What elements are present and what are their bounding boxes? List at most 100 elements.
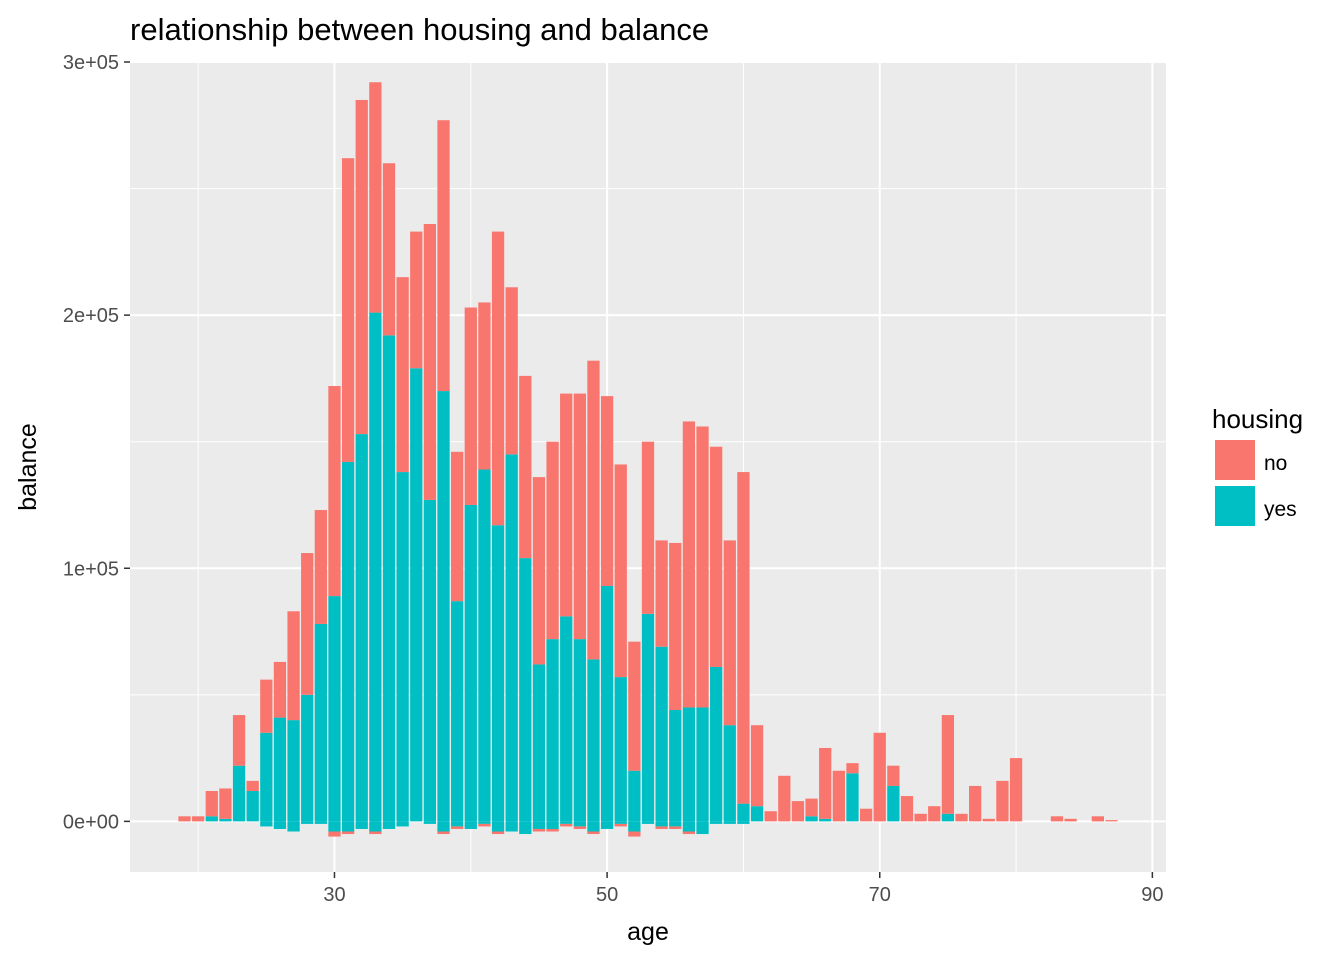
bar-yes-age-50 bbox=[600, 585, 614, 822]
bar-yes-negative-age-43 bbox=[505, 821, 518, 832]
bar-no-age-52 bbox=[628, 641, 641, 771]
bar-yes-age-35 bbox=[396, 472, 409, 822]
x-axis-title: age bbox=[627, 918, 669, 946]
y-axis-ticks: 0e+00 1e+05 2e+05 3e+05 bbox=[63, 52, 130, 833]
legend: housing no yes bbox=[1212, 404, 1303, 527]
bar-no-negative-age-55 bbox=[669, 826, 682, 829]
y-tick-label: 3e+05 bbox=[63, 52, 119, 74]
legend-swatch-yes bbox=[1215, 486, 1255, 526]
bar-no-age-51 bbox=[614, 464, 627, 678]
bar-yes-negative-age-51 bbox=[614, 821, 627, 824]
bar-yes-age-38 bbox=[437, 391, 450, 822]
bar-yes-negative-age-52 bbox=[628, 821, 641, 832]
bar-no-age-84 bbox=[1064, 818, 1077, 822]
bar-yes-negative-age-54 bbox=[655, 821, 668, 827]
bar-no-age-48 bbox=[573, 393, 586, 640]
bar-no-age-50 bbox=[600, 396, 614, 586]
x-tick-label: 50 bbox=[596, 884, 618, 906]
bar-yes-age-28 bbox=[301, 694, 314, 822]
bar-no-age-87 bbox=[1105, 820, 1118, 822]
bar-yes-age-61 bbox=[750, 806, 764, 822]
bar-yes-negative-age-38 bbox=[437, 821, 450, 832]
bar-no-age-79 bbox=[996, 780, 1009, 822]
bar-no-age-27 bbox=[287, 611, 300, 721]
bar-no-age-70 bbox=[873, 732, 886, 822]
bar-no-age-31 bbox=[341, 158, 355, 462]
x-tick-label: 30 bbox=[323, 884, 345, 906]
bar-no-negative-age-38 bbox=[437, 831, 450, 835]
bar-yes-age-27 bbox=[287, 720, 300, 822]
bar-yes-age-22 bbox=[219, 818, 232, 822]
bar-yes-negative-age-29 bbox=[314, 821, 327, 824]
bar-no-age-45 bbox=[532, 477, 546, 665]
bar-yes-negative-age-50 bbox=[600, 821, 614, 829]
bar-yes-negative-age-49 bbox=[587, 821, 600, 832]
bar-no-negative-age-41 bbox=[478, 823, 491, 827]
bar-no-negative-age-42 bbox=[491, 831, 505, 835]
bar-yes-age-59 bbox=[723, 725, 736, 822]
bar-yes-negative-age-26 bbox=[273, 821, 287, 829]
bar-yes-negative-age-31 bbox=[341, 821, 355, 832]
bar-no-age-39 bbox=[451, 451, 464, 602]
bar-no-age-33 bbox=[369, 82, 382, 313]
bar-no-age-65 bbox=[805, 798, 818, 817]
bar-yes-age-29 bbox=[314, 623, 327, 822]
bar-yes-age-42 bbox=[491, 525, 505, 822]
bar-yes-age-44 bbox=[519, 558, 532, 822]
bar-yes-age-34 bbox=[382, 335, 396, 822]
bar-no-negative-age-46 bbox=[546, 828, 559, 832]
bar-no-age-67 bbox=[832, 770, 845, 822]
bar-no-age-43 bbox=[505, 287, 518, 455]
bar-no-age-68 bbox=[846, 763, 859, 774]
bar-no-age-71 bbox=[887, 765, 900, 786]
bar-no-age-64 bbox=[791, 801, 805, 822]
bar-yes-negative-age-42 bbox=[491, 821, 505, 832]
bar-yes-age-60 bbox=[737, 803, 750, 822]
bar-yes-age-49 bbox=[587, 659, 600, 822]
bar-yes-age-39 bbox=[451, 601, 464, 822]
bar-no-age-34 bbox=[382, 163, 396, 336]
bar-no-age-76 bbox=[955, 813, 968, 822]
bar-no-age-24 bbox=[246, 780, 259, 791]
bar-no-age-41 bbox=[478, 302, 491, 470]
legend-label-no: no bbox=[1264, 452, 1287, 475]
bar-yes-age-36 bbox=[410, 368, 423, 822]
bar-no-age-49 bbox=[587, 360, 600, 660]
bar-no-age-37 bbox=[423, 224, 437, 500]
bar-no-age-78 bbox=[982, 818, 995, 822]
bar-no-age-30 bbox=[328, 386, 341, 597]
bar-no-age-57 bbox=[696, 426, 709, 708]
bar-no-negative-age-33 bbox=[369, 831, 382, 835]
bar-yes-age-24 bbox=[246, 791, 259, 822]
bar-yes-negative-age-30 bbox=[328, 821, 341, 832]
bar-no-age-23 bbox=[232, 715, 246, 766]
bar-yes-age-32 bbox=[355, 434, 368, 822]
bar-yes-age-40 bbox=[464, 504, 477, 822]
bar-yes-age-30 bbox=[328, 596, 341, 822]
bar-no-age-26 bbox=[273, 661, 287, 718]
bar-yes-age-48 bbox=[573, 639, 586, 822]
bar-no-age-60 bbox=[737, 472, 750, 804]
bar-no-age-36 bbox=[410, 231, 423, 369]
bar-yes-negative-age-37 bbox=[423, 821, 437, 824]
bar-no-age-73 bbox=[914, 813, 927, 822]
bar-yes-negative-age-44 bbox=[519, 821, 532, 835]
bar-no-age-83 bbox=[1050, 816, 1064, 822]
bar-no-age-62 bbox=[764, 811, 777, 822]
bar-no-negative-age-48 bbox=[573, 826, 586, 829]
bar-yes-age-55 bbox=[669, 710, 682, 822]
bar-no-age-44 bbox=[519, 375, 532, 559]
x-axis-ticks: 30 50 70 90 bbox=[323, 872, 1163, 906]
bar-no-age-47 bbox=[560, 393, 573, 617]
bar-no-age-66 bbox=[819, 747, 832, 819]
y-tick-label: 0e+00 bbox=[63, 811, 119, 833]
bar-no-negative-age-52 bbox=[628, 831, 641, 837]
bar-yes-negative-age-47 bbox=[560, 821, 573, 824]
bar-yes-age-43 bbox=[505, 454, 518, 822]
bars bbox=[178, 82, 1118, 837]
chart-title: relationship between housing and balance bbox=[130, 12, 709, 47]
bar-no-age-29 bbox=[314, 510, 327, 624]
bar-no-age-38 bbox=[437, 120, 450, 392]
x-tick-label: 90 bbox=[1141, 884, 1163, 906]
bar-no-age-54 bbox=[655, 540, 668, 647]
